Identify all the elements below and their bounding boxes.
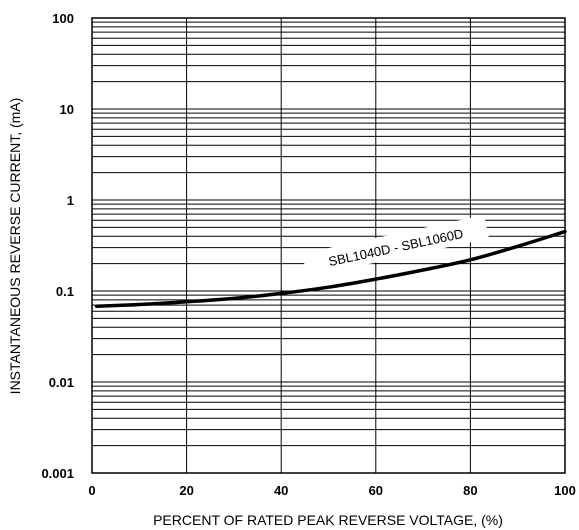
x-tick-label: 20 <box>179 483 193 498</box>
x-axis-title: PERCENT OF RATED PEAK REVERSE VOLTAGE, (… <box>153 512 503 528</box>
y-axis-title: INSTANTANEOUS REVERSE CURRENT, (mA) <box>7 98 23 395</box>
x-tick-label: 60 <box>369 483 383 498</box>
x-tick-labels: 0 20 40 60 80 100 <box>88 483 575 498</box>
y-tick-labels: 0.001 0.01 0.1 1 10 100 <box>41 11 74 481</box>
y-tick-label: 10 <box>60 102 74 117</box>
y-tick-label: 100 <box>52 11 74 26</box>
series-line <box>94 229 567 308</box>
x-tick-label: 0 <box>88 483 95 498</box>
series-label-background <box>302 214 490 278</box>
x-tick-label: 80 <box>463 483 477 498</box>
x-tick-label: 40 <box>274 483 288 498</box>
x-tick-label: 100 <box>554 483 576 498</box>
y-tick-label: 1 <box>67 193 74 208</box>
y-tick-label: 0.1 <box>56 284 74 299</box>
plot-frame <box>91 17 566 474</box>
y-tick-label: 0.001 <box>41 466 74 481</box>
y-tick-label: 0.01 <box>49 375 74 390</box>
